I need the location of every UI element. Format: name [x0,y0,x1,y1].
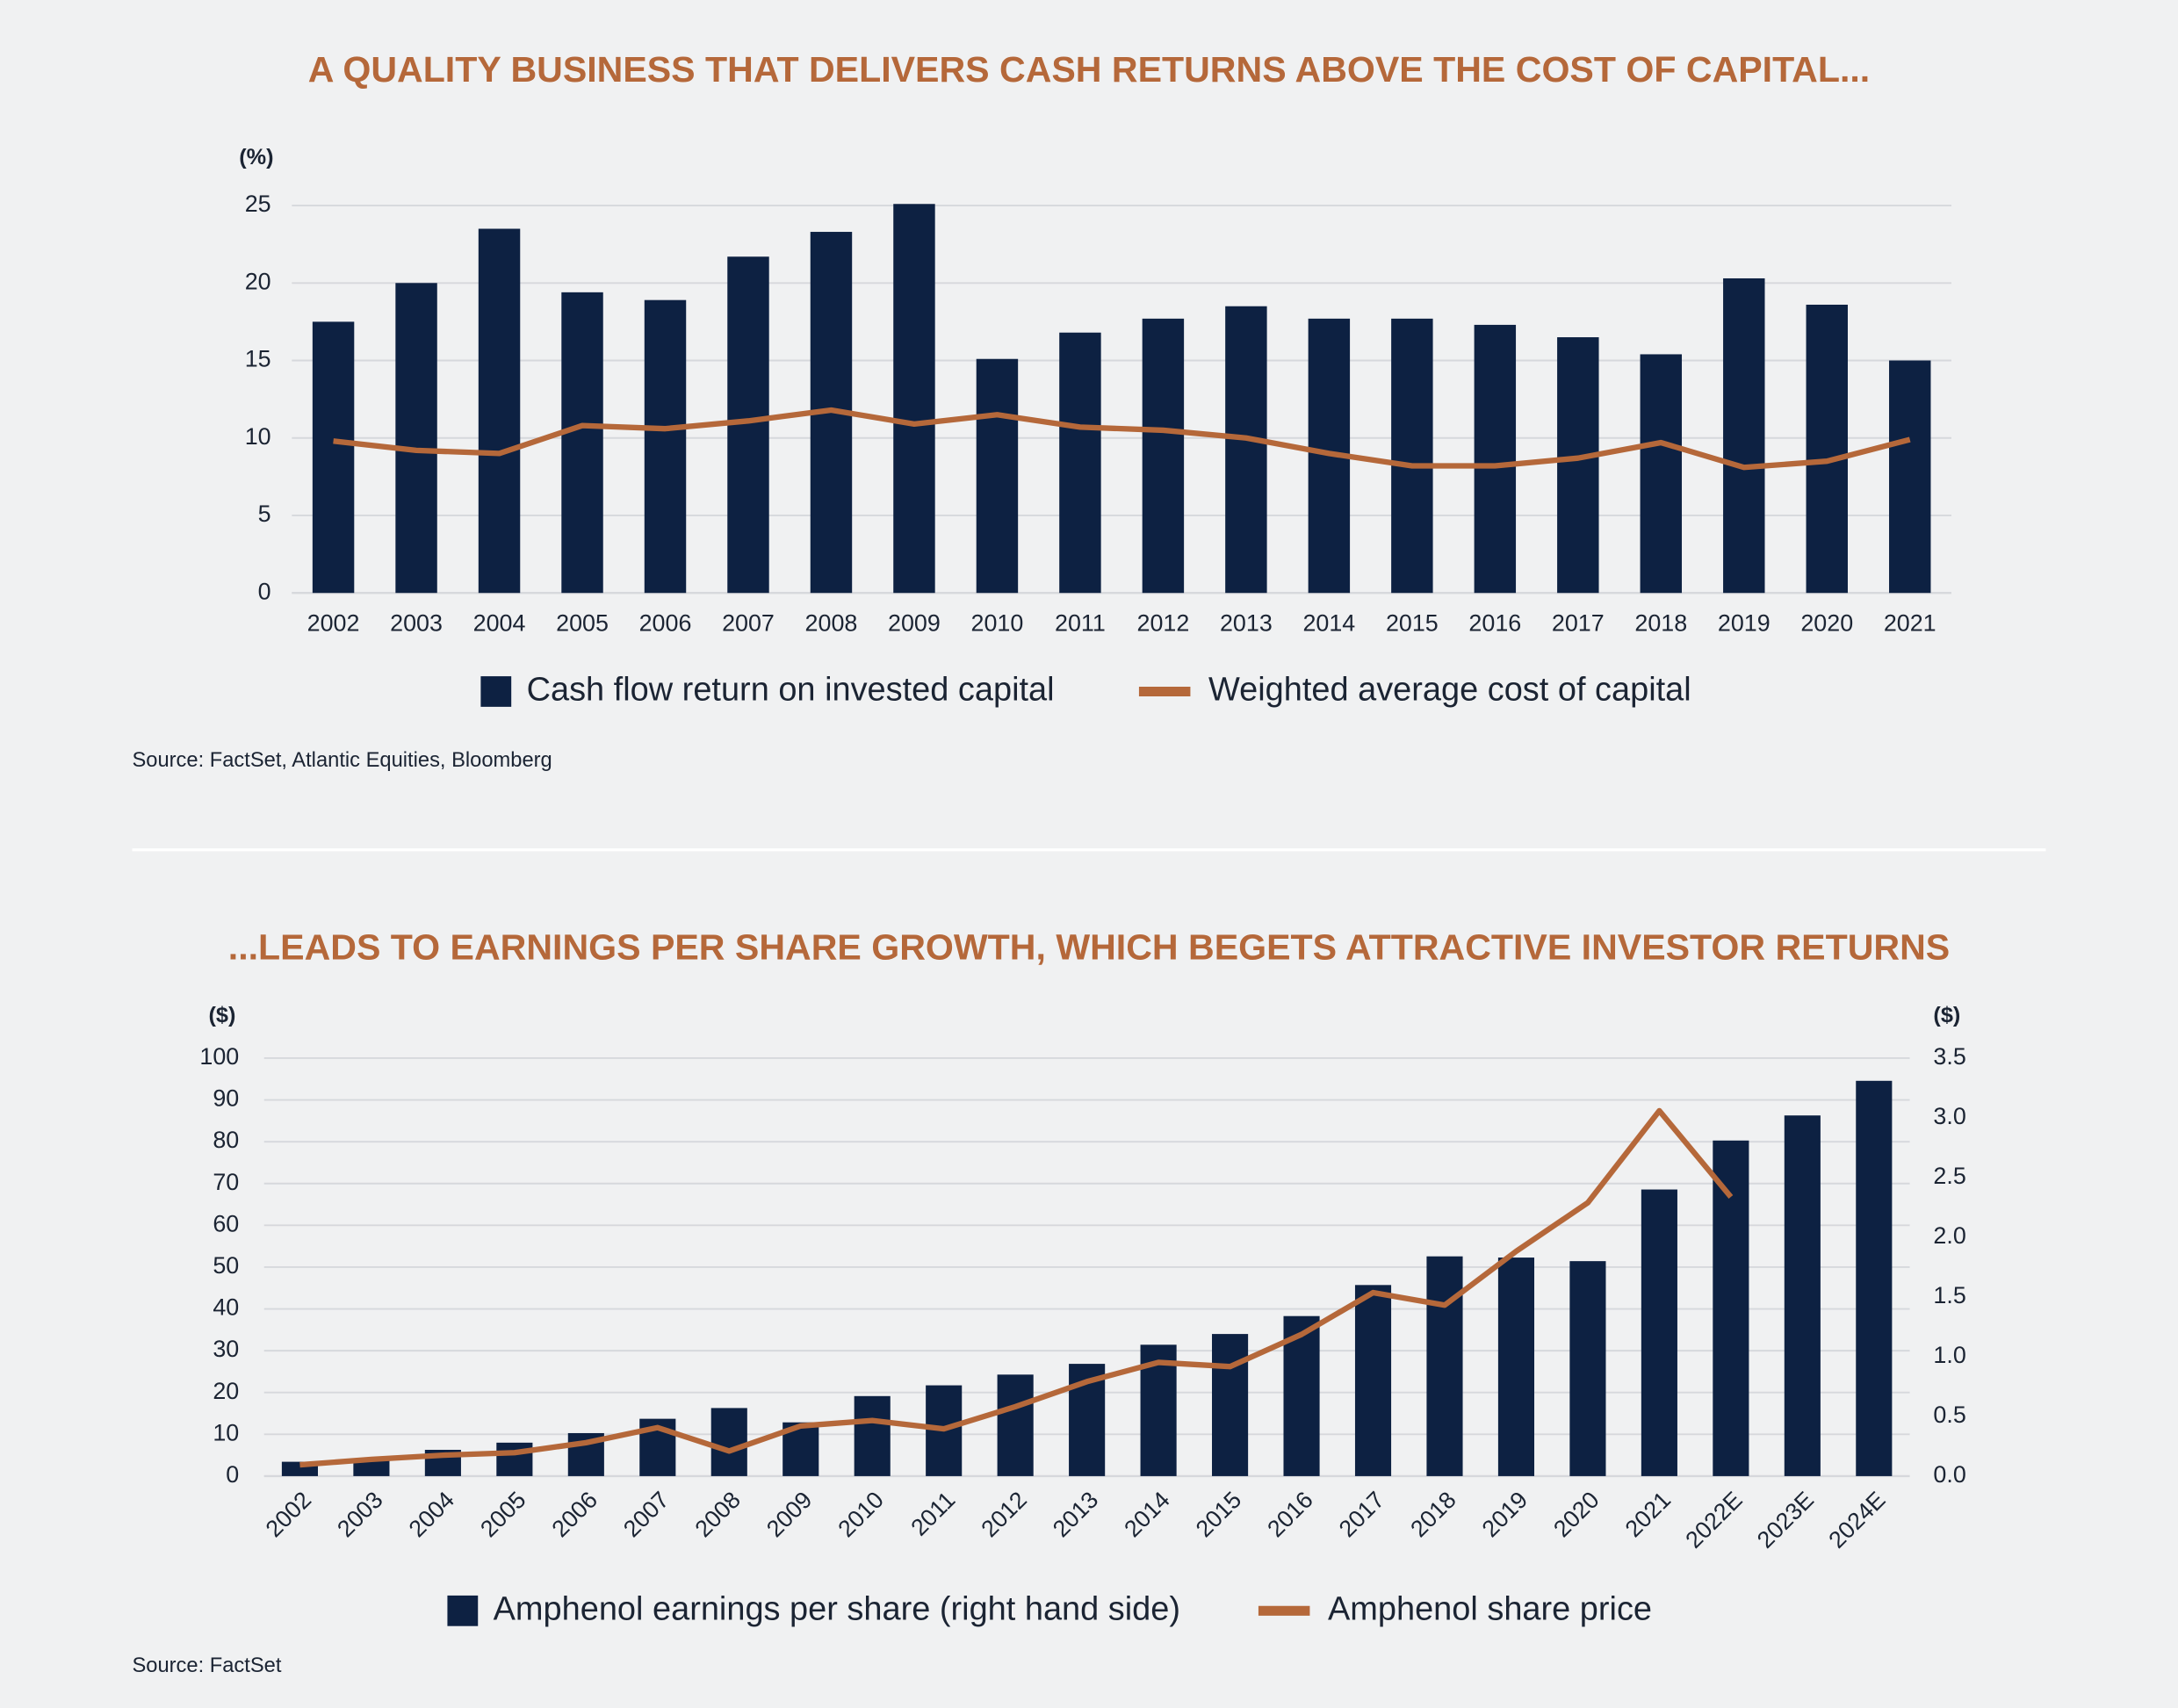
x-tick-label: 2012 [1137,610,1190,637]
y2-tick-label: 0.5 [1933,1402,1965,1428]
y-axis-label: ($) [208,1003,235,1027]
y2-tick-label: 3.5 [1933,1043,1965,1070]
bar [1723,277,1765,594]
x-tick-label: 2021 [1884,610,1936,637]
x-tick-label: 2005 [556,610,609,637]
x-tick-label: 2002 [307,610,360,637]
y-tick-label: 0 [226,1461,239,1488]
y-tick-label: 30 [213,1336,239,1362]
y2-axis-label: ($) [1933,1003,1960,1027]
x-tick-label: 2011 [1055,610,1106,637]
legend-label: Weighted average cost of capital [1208,672,1691,709]
x-tick-label: 2017 [1552,610,1605,637]
line [299,1107,1734,1468]
x-tick-label: 2006 [639,610,692,637]
y-tick-label: 20 [213,1378,239,1404]
bar [395,283,437,594]
y2-tick-label: 3.0 [1933,1103,1965,1129]
x-tick-label: 2019 [1718,610,1771,637]
y2-tick-label: 1.5 [1933,1282,1965,1308]
legend-label: Cash flow return on invested capital [527,672,1055,709]
y-tick-label: 60 [213,1210,239,1236]
x-tick-label: 2010 [971,610,1024,637]
bar [1474,324,1517,594]
bar [1225,306,1267,594]
x-tick-label: 2018 [1634,610,1687,637]
x-tick-label: 2014 [1302,610,1355,637]
x-tick-label: 2008 [805,610,858,637]
legend-label: Amphenol share price [1328,1590,1652,1627]
bar [1557,337,1599,594]
bar [1391,318,1433,594]
bar [893,204,935,594]
y-tick-label: 100 [199,1043,239,1070]
x-tick-label: 2016 [1468,610,1521,637]
y-tick-label: 80 [213,1127,239,1153]
bar [1784,1115,1821,1476]
bar [1212,1334,1249,1476]
x-tick-label: 2013 [1220,610,1273,637]
bar [1713,1140,1749,1476]
y2-tick-label: 0.0 [1933,1461,1965,1488]
bar [1142,318,1185,594]
source: Source: FactSet, Atlantic Equities, Bloo… [132,749,552,772]
x-tick-label: 2015 [1386,610,1439,637]
y-tick-label: 0 [258,578,271,604]
chart-title: ...LEADS TO EARNINGS PER SHARE GROWTH, W… [228,926,1950,967]
y2-tick-label: 2.5 [1933,1163,1965,1189]
y2-tick-label: 1.0 [1933,1342,1965,1368]
bar [644,299,687,594]
x-tick-label: 2009 [888,610,941,637]
bar [1059,332,1101,594]
bar [1806,304,1848,594]
y-tick-label: 20 [245,268,271,294]
y-tick-label: 40 [213,1294,239,1321]
bar [478,228,521,594]
bar [854,1395,891,1476]
bar [1640,354,1683,594]
x-tick-label: 2007 [722,610,775,637]
x-tick-label: 2003 [390,610,443,637]
y-tick-label: 25 [245,191,271,217]
legend-swatch [480,676,512,707]
y-tick-label: 70 [213,1169,239,1195]
y-axis-label: (%) [239,145,273,169]
y-tick-label: 50 [213,1252,239,1279]
bar [1426,1256,1463,1476]
bar [976,358,1019,594]
bar [1889,360,1931,594]
y2-tick-label: 2.0 [1933,1222,1965,1249]
chart-title: A QUALITY BUSINESS THAT DELIVERS CASH RE… [308,49,1870,90]
x-tick-label: 2004 [473,610,526,637]
bar [496,1442,533,1476]
bar [997,1374,1034,1476]
y-tick-label: 15 [245,346,271,372]
y-tick-label: 10 [213,1419,239,1445]
y-tick-label: 10 [245,423,271,450]
source: Source: FactSet [132,1654,281,1677]
x-tick-label: 2020 [1800,610,1853,637]
bar [1641,1189,1677,1476]
y-tick-label: 90 [213,1085,239,1112]
legend-label: Amphenol earnings per share (right hand … [494,1590,1180,1627]
bar [710,1408,747,1476]
bar [561,292,603,594]
line [333,407,1911,471]
bar [1569,1261,1606,1476]
legend-swatch [447,1595,479,1626]
bar [1856,1080,1893,1476]
y-tick-label: 5 [258,501,271,527]
bar [1497,1258,1535,1476]
bar [1354,1285,1392,1476]
bar [312,321,355,594]
